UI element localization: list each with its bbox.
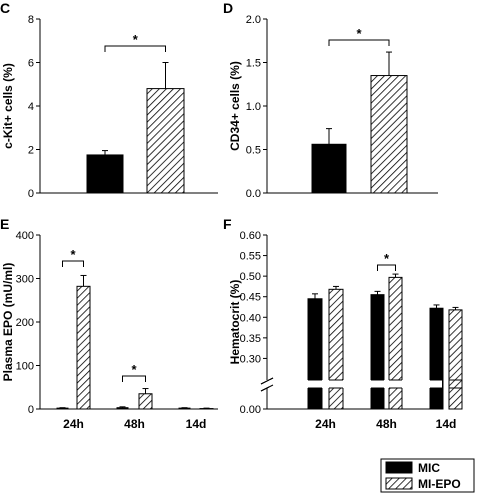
- panel-f-bar-mic: [370, 294, 385, 410]
- panel-f-break-mark: [260, 384, 274, 392]
- panel-f-break-mark: [260, 377, 274, 385]
- panel-f-ylabel: Hematocrit (%): [228, 280, 242, 365]
- panel-f-ytick-label: 0.30: [240, 353, 261, 365]
- panel-e-significance-star: *: [131, 362, 137, 377]
- panel-c-ytick-label: 6: [28, 58, 34, 70]
- panel-f-bar-mic: [429, 307, 444, 410]
- panel-e-category-label: 24h: [63, 417, 84, 431]
- panel-e-bar-mic: [178, 407, 191, 410]
- panel-e-bar-mic: [56, 407, 69, 410]
- panel-c-ylabel: c-Kit+ cells (%): [1, 63, 15, 149]
- panel-f-category-label: 24h: [315, 417, 336, 431]
- panel-e-bar-mic: [116, 407, 129, 410]
- panel-d: D CD34+ cells (%) 0.0 0.5 1.0 1.5 2.0 *: [223, 0, 438, 200]
- panel-c-significance-star: *: [133, 32, 139, 47]
- panel-e-ytick-label: 0: [28, 404, 34, 416]
- panel-e-bar-mi-epo: [76, 285, 91, 410]
- panel-d-ytick-label: 0.5: [246, 145, 261, 157]
- panel-f-category-label: 14d: [436, 417, 457, 431]
- panel-f-ytick-label: 0.45: [240, 292, 261, 304]
- panel-e-significance-star: *: [70, 247, 76, 262]
- panel-c-ytick-label: 0: [28, 188, 34, 200]
- panel-e-bar-mi-epo: [138, 393, 153, 410]
- panel-f-bar-mi-epo: [328, 288, 344, 410]
- panel-c-ytick-label: 2: [28, 145, 34, 157]
- panel-c-letter: C: [0, 0, 10, 16]
- panel-e-significance: [122, 375, 146, 382]
- panel-d-ytick-label: 0.0: [246, 188, 261, 200]
- panel-c: Cc-Kit+ cells (%) 0 2 4 6 8 *: [0, 0, 218, 200]
- panel-c-ytick-label: 4: [28, 101, 34, 113]
- panel-c-bar-mi-epo: [146, 88, 185, 194]
- panel-f-letter: F: [223, 216, 232, 232]
- panel-e-category-label: 14d: [186, 417, 207, 431]
- panel-f-ytick-label: 0.50: [240, 271, 261, 283]
- panel-f-significance: [377, 264, 396, 271]
- panel-e-ytick-label: 400: [16, 230, 34, 242]
- panel-e-ylabel: Plasma EPO (mU/ml): [1, 263, 15, 382]
- legend-swatch-mi-epo: [385, 477, 413, 490]
- panel-f-ytick-label: 0.35: [240, 333, 261, 345]
- panel-d-significance-star: *: [356, 26, 362, 41]
- panel-d-bar-mi-epo: [370, 75, 408, 194]
- panel-d-ylabel: CD34+ cells (%): [228, 61, 242, 151]
- legend-label-mi-epo: MI-EPO: [418, 477, 461, 491]
- panel-d-ytick-label: 1.5: [246, 58, 261, 70]
- panel-e-letter: E: [0, 216, 9, 232]
- panel-f-bar-mi-epo: [388, 276, 403, 410]
- panel-d-bar-mic: [311, 143, 347, 194]
- chart-panels: Cc-Kit+ cells (%) 0 2 4 6 8 * D CD34+ cells (%) 0…: [0, 0, 463, 431]
- legend-swatch-mic: [385, 461, 413, 474]
- panel-c-bar-mic: [86, 154, 124, 194]
- panel-e-category-label: 48h: [124, 417, 145, 431]
- panel-f-ytick-label: 0.40: [240, 312, 261, 324]
- legend: MIC MI-EPO: [380, 458, 475, 493]
- panel-f-ytick-label: 0.60: [240, 230, 261, 242]
- panel-f-category-label: 48h: [376, 417, 397, 431]
- panel-f-bar-mic: [307, 298, 323, 410]
- panel-f-ytick-label: 0.55: [240, 251, 261, 263]
- legend-label-mic: MIC: [418, 461, 440, 475]
- panel-c-ytick-label: 8: [28, 14, 34, 26]
- panel-e-ytick-label: 300: [16, 274, 34, 286]
- panel-f-significance-star: *: [384, 251, 390, 266]
- panel-e-ytick-label: 200: [16, 317, 34, 329]
- panel-c-significance: [104, 45, 166, 52]
- panel-f-break-gap: [269, 380, 442, 388]
- panel-f-ytick-label: 0.00: [240, 404, 261, 416]
- panel-e: E Plasma EPO (mU/ml) 0 100 200 300 400 24h 48h 14…: [0, 216, 218, 431]
- panel-d-ytick-label: 1.0: [246, 101, 261, 113]
- panel-e-ytick-label: 100: [16, 361, 34, 373]
- panel-d-ytick-label: 2.0: [246, 14, 261, 26]
- panel-e-significance: [62, 260, 84, 267]
- panel-f: F Hematocrit (%) 0.00 0.30 0.35 0.40 0.45 0.50 0…: [223, 216, 463, 431]
- panel-d-letter: D: [223, 0, 233, 16]
- panel-f-bar-mi-epo: [448, 309, 463, 410]
- panel-d-significance: [328, 39, 390, 46]
